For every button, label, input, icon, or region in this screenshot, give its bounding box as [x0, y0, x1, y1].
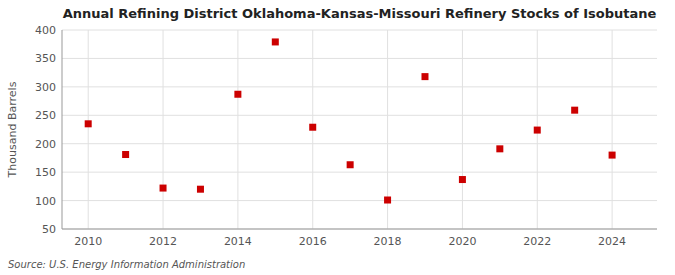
chart-svg: Annual Refining District Oklahoma-Kansas… — [0, 0, 675, 275]
grid-line-y — [62, 143, 657, 144]
point — [347, 161, 354, 168]
chart-container: Annual Refining District Oklahoma-Kansas… — [0, 0, 675, 275]
y-tick-label: 100 — [35, 195, 56, 208]
y-axis-line — [62, 30, 63, 229]
point — [160, 185, 167, 192]
point — [234, 91, 241, 98]
point — [459, 176, 466, 183]
axes: 50 100 150 200 250 300 350 400 2010 2012 2014 2016 2… — [35, 24, 657, 248]
point — [384, 197, 391, 204]
grid-line-y — [62, 58, 657, 59]
y-tick-label: 200 — [35, 138, 56, 151]
x-tick-label: 2014 — [224, 235, 252, 248]
y-tick-label: 400 — [35, 24, 56, 37]
point — [496, 145, 503, 152]
y-tick-label: 250 — [35, 109, 56, 122]
x-tick-label: 2024 — [598, 235, 626, 248]
x-axis-line — [62, 229, 657, 230]
y-tick-label: 350 — [35, 52, 56, 65]
grid-line-x — [612, 30, 613, 229]
point — [85, 120, 92, 127]
point — [609, 152, 616, 159]
x-tick-label: 2020 — [448, 235, 476, 248]
point — [309, 124, 316, 131]
grid-line-y — [62, 30, 657, 31]
point — [122, 151, 129, 158]
grid-line-y — [62, 115, 657, 116]
grid-line-y — [62, 86, 657, 87]
point — [197, 186, 204, 193]
point — [534, 127, 541, 134]
y-tick-label: 50 — [42, 223, 56, 236]
grid-line-y — [62, 229, 657, 230]
grid-line-x — [88, 30, 89, 229]
points — [85, 38, 616, 203]
x-tick-label: 2016 — [299, 235, 327, 248]
x-tick-label: 2018 — [374, 235, 402, 248]
source: Source: U.S. Energy Information Administ… — [8, 259, 245, 270]
x-tick-label: 2010 — [74, 235, 102, 248]
point — [272, 38, 279, 45]
grid-line-x — [163, 30, 164, 229]
grid-line-x — [462, 30, 463, 229]
x-tick-label: 2012 — [149, 235, 177, 248]
grid-line-x — [237, 30, 238, 229]
y-tick-label: 150 — [35, 166, 56, 179]
grid-line-y — [62, 172, 657, 173]
title: Annual Refining District Oklahoma-Kansas… — [63, 6, 657, 21]
grid-line-y — [62, 200, 657, 201]
point — [421, 73, 428, 80]
y-axis-label: Thousand Barrels — [6, 81, 19, 178]
x-tick-label: 2022 — [523, 235, 551, 248]
grid — [62, 30, 657, 229]
y-tick-label: 300 — [35, 81, 56, 94]
point — [571, 107, 578, 114]
